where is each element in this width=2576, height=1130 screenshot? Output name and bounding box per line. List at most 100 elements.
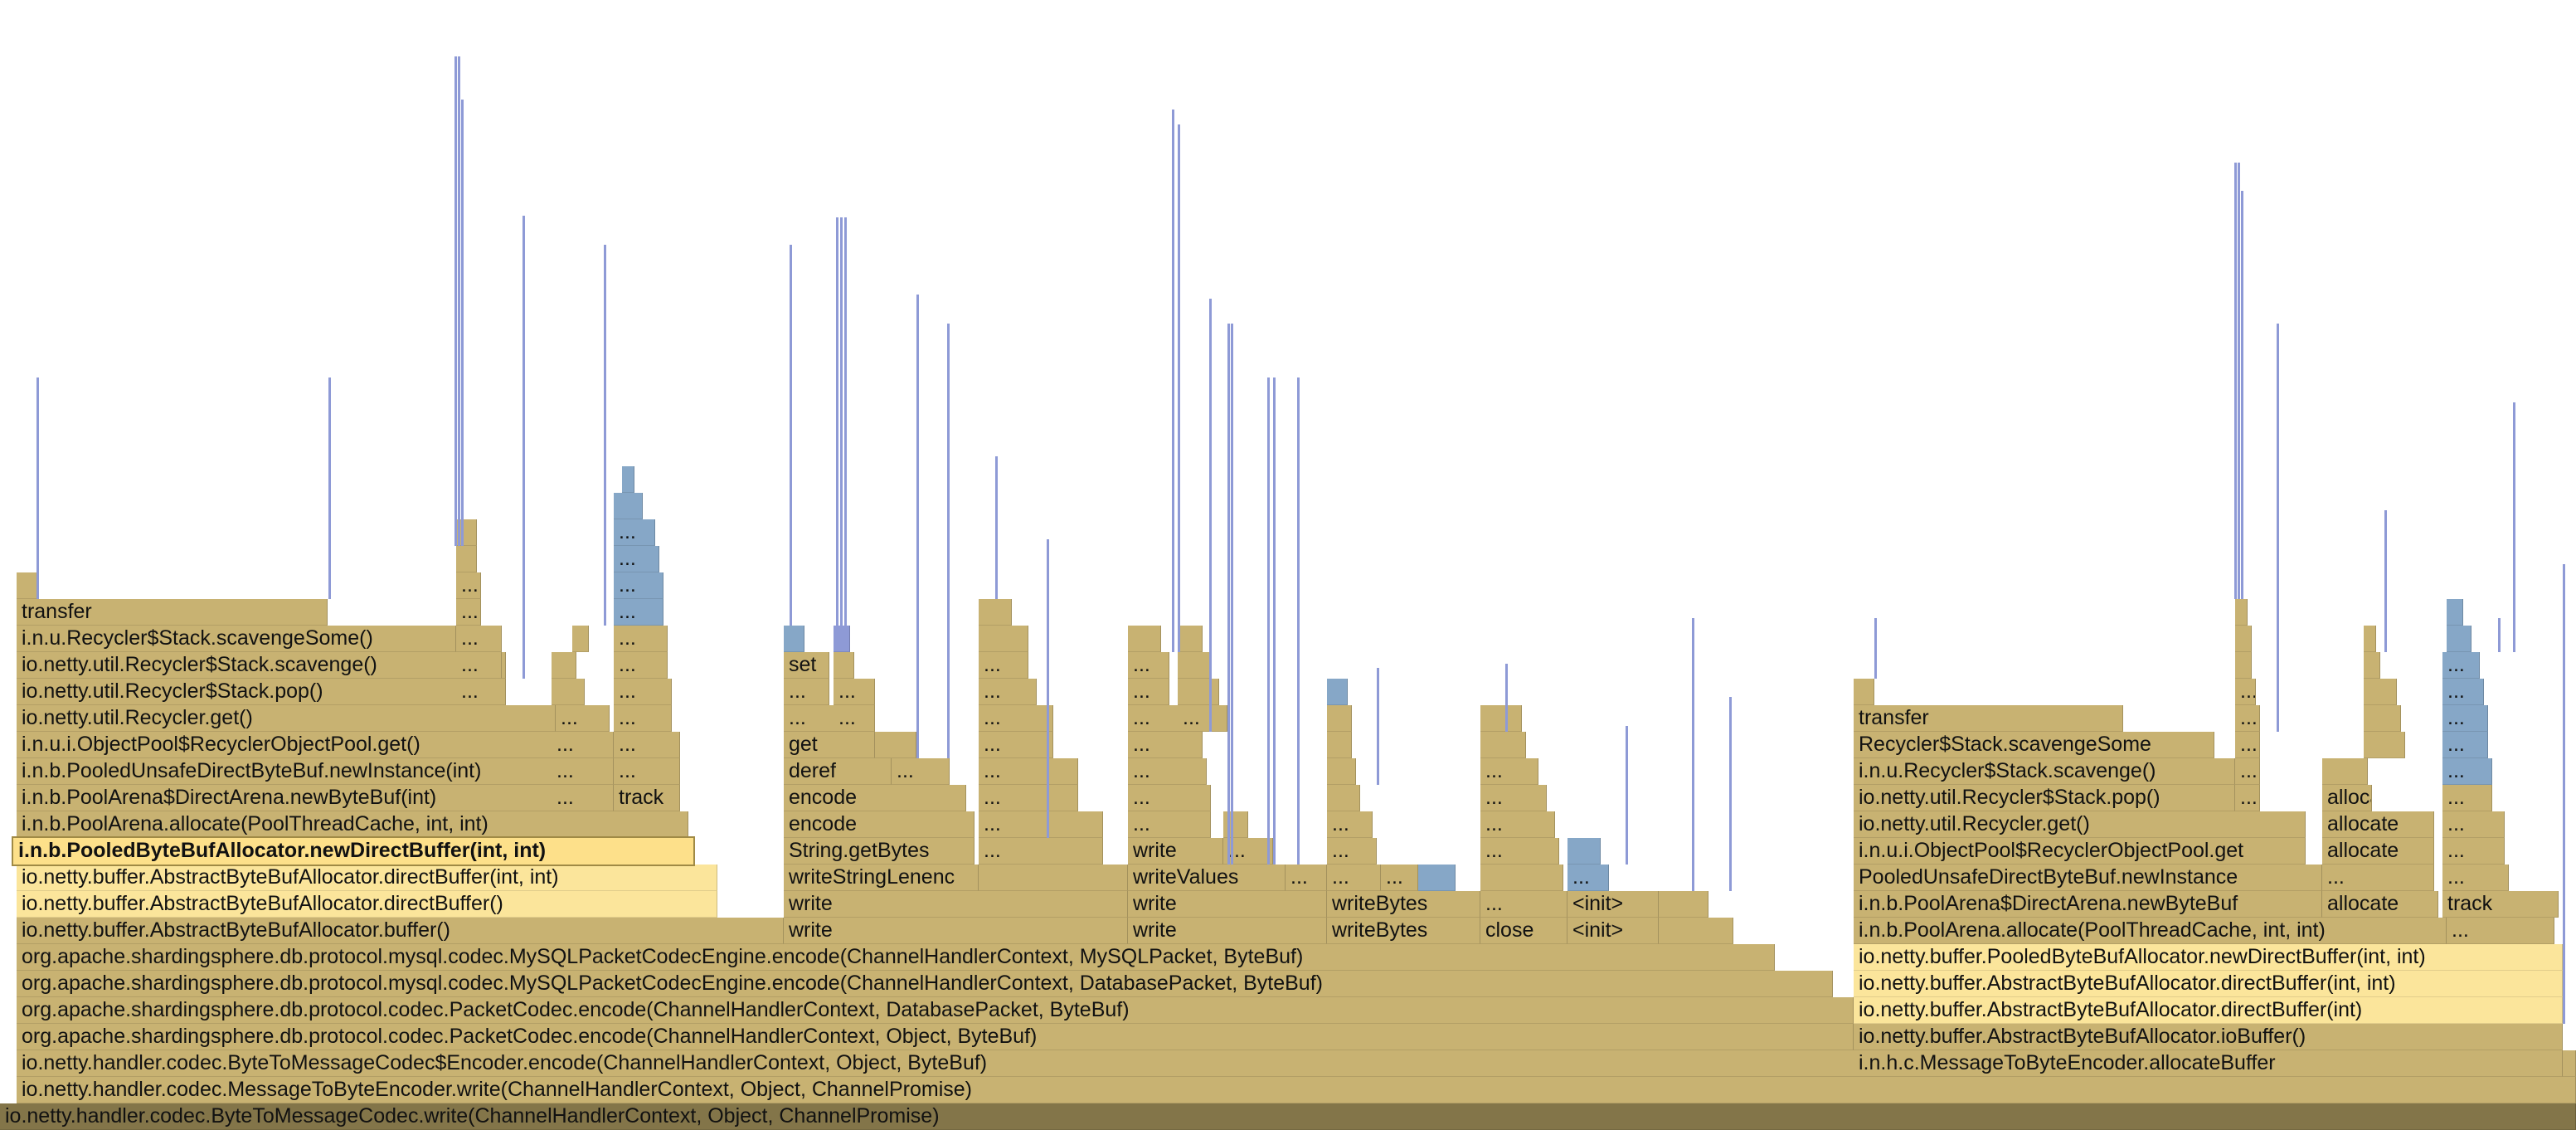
- flame-spike[interactable]: [1267, 377, 1270, 865]
- flame-frame[interactable]: allocate: [2322, 838, 2434, 865]
- flame-frame[interactable]: ...: [614, 599, 663, 626]
- flame-frame[interactable]: deref: [784, 758, 892, 785]
- flame-frame[interactable]: io.netty.handler.codec.MessageToByteEnco…: [17, 1077, 2576, 1103]
- flame-spike[interactable]: [2234, 163, 2237, 599]
- flame-frame[interactable]: ...: [1128, 679, 1169, 705]
- flame-spike[interactable]: [2277, 324, 2279, 732]
- flame-frame[interactable]: ...: [2442, 652, 2480, 679]
- flame-spike[interactable]: [2241, 191, 2243, 599]
- flame-frame[interactable]: i.n.b.PoolArena.allocate(PoolThreadCache…: [1854, 918, 2447, 944]
- flame-frame[interactable]: i.n.b.PoolArena$DirectArena.newByteBuf: [1854, 891, 2322, 918]
- flame-frame-narrow[interactable]: [572, 626, 589, 652]
- flame-frame[interactable]: org.apache.shardingsphere.db.protocol.my…: [17, 971, 1833, 997]
- flame-frame[interactable]: encode: [784, 785, 966, 811]
- flame-frame-narrow[interactable]: [979, 599, 1012, 626]
- flame-frame[interactable]: io.netty.buffer.AbstractByteBufAllocator…: [1854, 1024, 2563, 1050]
- flame-frame[interactable]: ...: [1128, 811, 1211, 838]
- flame-frame[interactable]: i.n.u.Recycler$Stack.scavengeSome(): [17, 626, 456, 652]
- flame-frame[interactable]: Recycler$Stack.scavengeSome: [1854, 732, 2214, 758]
- flame-spike[interactable]: [1209, 299, 1212, 732]
- flame-frame-narrow[interactable]: [1327, 705, 1352, 732]
- flame-frame[interactable]: get: [784, 732, 875, 758]
- flame-frame[interactable]: ...: [1128, 785, 1211, 811]
- flame-frame[interactable]: ...: [552, 732, 614, 758]
- flame-spike[interactable]: [1231, 324, 1233, 865]
- flame-frame[interactable]: ...: [784, 679, 829, 705]
- flame-spike[interactable]: [2513, 402, 2515, 652]
- flame-frame[interactable]: ...: [1286, 865, 1327, 891]
- flame-frame-narrow[interactable]: [1178, 626, 1203, 652]
- flame-frame[interactable]: transfer: [17, 599, 328, 626]
- flame-frame[interactable]: ...: [2235, 732, 2260, 758]
- flame-frame[interactable]: track: [614, 785, 680, 811]
- flame-spike[interactable]: [454, 56, 457, 546]
- flame-frame[interactable]: io.netty.util.Recycler$Stack.scavenge(): [17, 652, 506, 679]
- flame-frame-narrow[interactable]: [2364, 732, 2405, 758]
- flame-frame[interactable]: ...: [979, 679, 1037, 705]
- flame-frame[interactable]: ...: [979, 758, 1078, 785]
- flame-frame[interactable]: ...: [1480, 758, 1538, 785]
- flame-spike[interactable]: [836, 217, 838, 626]
- flame-spike[interactable]: [916, 295, 919, 758]
- flame-frame-narrow[interactable]: [1327, 679, 1348, 705]
- flame-frame-narrow[interactable]: [2447, 626, 2472, 652]
- flame-frame[interactable]: ...: [456, 572, 481, 599]
- flame-frame[interactable]: writeStringLenenc: [784, 865, 979, 891]
- flame-frame[interactable]: ...: [614, 572, 663, 599]
- flame-frame[interactable]: org.apache.shardingsphere.db.protocol.co…: [17, 1024, 1854, 1050]
- flame-frame-narrow[interactable]: [614, 493, 643, 519]
- flame-frame[interactable]: ...: [834, 679, 875, 705]
- flame-frame[interactable]: ...: [892, 758, 950, 785]
- flame-frame[interactable]: encode: [784, 811, 975, 838]
- flame-frame-narrow[interactable]: [979, 626, 1028, 652]
- flame-frame[interactable]: <init>: [1567, 918, 1659, 944]
- flame-frame[interactable]: ...: [2322, 865, 2434, 891]
- flame-spike[interactable]: [995, 456, 998, 599]
- flame-frame[interactable]: write: [1128, 918, 1327, 944]
- flame-frame-narrow[interactable]: [1659, 891, 1708, 918]
- flame-frame-narrow[interactable]: [1659, 918, 1733, 944]
- flame-frame-narrow[interactable]: [834, 652, 854, 679]
- flame-frame[interactable]: ...: [614, 626, 668, 652]
- flame-frame-narrow[interactable]: [2235, 652, 2252, 679]
- flame-spike[interactable]: [844, 217, 847, 626]
- flame-frame[interactable]: io.netty.util.Recycler.get(): [1854, 811, 2306, 838]
- flame-frame-narrow[interactable]: [1178, 652, 1211, 679]
- flame-frame[interactable]: ...: [979, 811, 1103, 838]
- flame-frame[interactable]: ...: [2235, 785, 2260, 811]
- flame-frame[interactable]: io.netty.buffer.AbstractByteBufAllocator…: [17, 865, 717, 891]
- flame-frame[interactable]: ...: [2235, 679, 2256, 705]
- flame-frame[interactable]: io.netty.handler.codec.ByteToMessageCode…: [0, 1103, 2576, 1130]
- flame-frame-narrow[interactable]: [17, 572, 37, 599]
- flame-frame-narrow[interactable]: [2235, 599, 2248, 626]
- flame-frame-narrow[interactable]: [2364, 705, 2401, 732]
- flame-frame[interactable]: ...: [2442, 838, 2505, 865]
- flame-spike[interactable]: [2384, 510, 2387, 652]
- flame-frame[interactable]: ...: [456, 679, 506, 705]
- flame-frame[interactable]: ...: [1480, 891, 1567, 918]
- flame-frame[interactable]: ...: [1178, 705, 1227, 732]
- flame-frame[interactable]: i.n.h.c.MessageToByteEncoder.allocateBuf…: [1854, 1050, 2563, 1077]
- flame-spike[interactable]: [1729, 697, 1732, 891]
- flame-frame[interactable]: io.netty.util.Recycler$Stack.pop(): [17, 679, 506, 705]
- flame-frame[interactable]: ...: [614, 519, 655, 546]
- flame-frame-narrow[interactable]: [834, 626, 850, 652]
- flame-frame[interactable]: ...: [2447, 918, 2554, 944]
- flame-frame[interactable]: <init>: [1567, 891, 1659, 918]
- flame-frame-narrow[interactable]: [1327, 758, 1356, 785]
- flame-frame[interactable]: io.netty.buffer.PooledByteBufAllocator.n…: [1854, 944, 2563, 971]
- flame-frame[interactable]: ...: [614, 679, 672, 705]
- flame-frame[interactable]: ...: [2442, 732, 2488, 758]
- flame-frame[interactable]: ...: [1128, 652, 1169, 679]
- flame-frame-narrow[interactable]: [2322, 758, 2368, 785]
- flame-frame[interactable]: ...: [614, 652, 668, 679]
- flame-frame-narrow[interactable]: [1480, 865, 1563, 891]
- flame-frame[interactable]: org.apache.shardingsphere.db.protocol.my…: [17, 944, 1775, 971]
- flame-frame-narrow[interactable]: [1480, 705, 1522, 732]
- flame-frame-narrow[interactable]: [622, 466, 634, 493]
- flame-frame[interactable]: ...: [1480, 838, 1559, 865]
- flame-frame[interactable]: write: [784, 918, 1128, 944]
- flame-frame-narrow[interactable]: [2364, 652, 2380, 679]
- flame-frame[interactable]: String.getBytes: [784, 838, 975, 865]
- flame-spike[interactable]: [1273, 377, 1276, 865]
